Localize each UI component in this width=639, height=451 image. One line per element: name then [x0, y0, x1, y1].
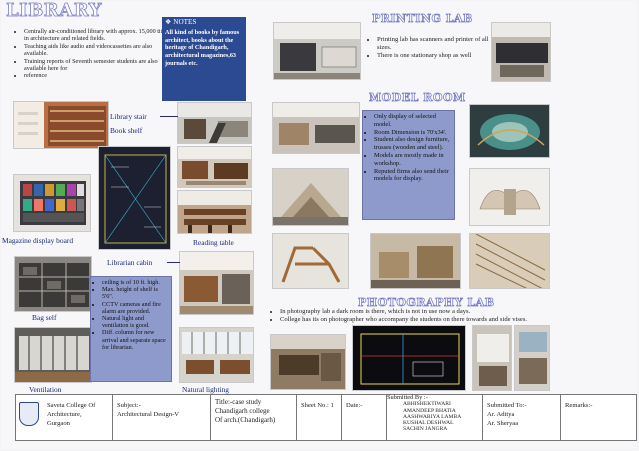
photo-natural-lighting: [179, 327, 254, 383]
notes-box: ❖ NOTES All kind of books by famous arch…: [162, 17, 246, 101]
label-library-stair: Library stair: [110, 112, 147, 121]
college-cell: Saveta College Of Architecture, Gurgaon: [16, 395, 113, 440]
photo-photography-lab-1: [270, 334, 346, 390]
label-ventilation: Ventilation: [29, 385, 62, 394]
printing-bullet: There is one stationary shop as well: [377, 52, 497, 60]
subject-line: Subject:-: [117, 402, 141, 409]
photo-photography-lab-2: [472, 325, 512, 391]
photography-lab-heading: PHOTOGRAPHY LAB: [358, 296, 495, 310]
submitted-to-line: Ar. Sheryaa: [487, 420, 519, 427]
title-block: Saveta College Of Architecture, Gurgaon …: [15, 394, 637, 441]
submitted-by-cell: Submitted By :- ABHISHEKTIWARI AMANDEEP …: [387, 394, 483, 440]
submitted-to-cell: Submitted To:- Ar. Aditya Ar. Sheryaa: [483, 395, 561, 440]
library-bullet: Teaching aids like audio and videocasset…: [24, 43, 172, 58]
photo-librarian-cabin: [179, 251, 254, 315]
photo-ventilation: [14, 327, 92, 383]
printing-lab-heading: PRINTING LAB: [372, 12, 473, 26]
photo-model-room-7: [469, 233, 550, 289]
photo-shelf-plan: [98, 146, 171, 250]
label-natural-lighting: Natural lighting: [182, 385, 230, 394]
submitted-to-line: Ar. Aditya: [487, 411, 515, 418]
librarian-cabin-notes: ceiling is of 10 ft. high. Max. height o…: [90, 276, 172, 382]
remarks-cell: Remarks:-: [561, 395, 636, 440]
library-heading: LIBRARY: [6, 0, 102, 21]
notes-title: NOTES: [173, 18, 197, 26]
arrow-library-stair: [160, 116, 178, 117]
student-name: ABHISHEKTIWARI: [403, 401, 451, 408]
model-bullet: Only display of selected model.: [374, 113, 451, 129]
student-name: AASHWARIYA LAMBA: [403, 413, 462, 420]
label-librarian-cabin: Librarian cabin: [107, 258, 153, 267]
model-room-notes: Only display of selected model. Room Dim…: [362, 110, 455, 220]
cabin-bullet: ceiling is of 10 ft. high.: [102, 279, 169, 286]
photo-model-room-5: [272, 233, 349, 289]
college-line: Architecture,: [47, 411, 82, 418]
submitted-by-label: Submitted By :-: [387, 394, 428, 401]
sheet-number: Sheet No.: 1: [301, 402, 334, 409]
label-book-shelf: Book shelf: [110, 126, 143, 135]
photo-model-room-3: [272, 168, 349, 226]
library-bullet: Centrally air-conditioned library with a…: [24, 28, 172, 43]
photo-model-room-4: [469, 168, 550, 226]
subject-cell: Subject:- Architectural Design-V: [113, 395, 211, 440]
title-line: Chandigarh college: [215, 407, 270, 415]
remarks-label: Remarks:-: [565, 402, 593, 409]
printing-bullet: Printing lab has scanners and printer of…: [377, 36, 497, 52]
photography-bullet: In photography lab a dark room is there,…: [280, 308, 639, 316]
library-bullet: reference: [24, 72, 172, 79]
title-line: Of arch.(Chandigarh): [215, 416, 276, 424]
model-bullet: Models are mostly made in workshop.: [374, 152, 451, 168]
label-bag-self: Bag self: [32, 313, 57, 322]
diamond-icon: ❖: [165, 18, 172, 26]
cabin-bullet: Max. height of shelf is 5'6".: [102, 286, 169, 300]
photography-lab-bullets: In photography lab a dark room is there,…: [270, 308, 639, 324]
college-logo-icon: [19, 402, 39, 426]
label-magazine-board: Magazine display board: [2, 236, 74, 245]
library-bullets: Centrally air-conditioned library with a…: [14, 28, 172, 80]
photo-magazine-board: [13, 174, 91, 232]
photo-bag-self: [14, 256, 92, 312]
subject-line: Architectural Design-V: [117, 411, 180, 418]
photo-model-room-1: [272, 102, 360, 154]
cabin-bullet: Diff. column for new arrival and separat…: [102, 329, 169, 351]
date-label: Date:-: [346, 402, 363, 409]
printing-lab-bullets: Printing lab has scanners and printer of…: [367, 36, 497, 60]
college-line: Gurgaon: [47, 420, 70, 427]
photo-printing-lab-1: [273, 22, 361, 80]
label-reading-table: Reading table: [193, 238, 234, 247]
photo-book-shelf: [13, 101, 109, 149]
photo-reading-table-2: [177, 190, 252, 234]
model-bullet: Reputed firms also send their models for…: [374, 168, 451, 184]
model-bullet: Room Dimension is 70'x34'.: [374, 129, 451, 137]
photo-printing-lab-2: [491, 22, 551, 82]
photo-library-stair: [177, 102, 252, 144]
model-bullet: Student also design furniture, trusses (…: [374, 136, 451, 152]
sheet-cell: Sheet No.: 1: [297, 395, 342, 440]
title-line: Title:-case study: [215, 398, 262, 406]
arrow-librarian-cabin: [167, 262, 180, 263]
model-room-heading: MODEL ROOM: [369, 91, 466, 105]
notes-body: All kind of books by famous architect, b…: [165, 28, 240, 67]
student-name: KUSHAL DESHWAL: [403, 420, 454, 427]
photography-bullet: College has its on photographer who acco…: [280, 316, 639, 324]
student-name: AMANDEEP BHATIA: [403, 407, 456, 414]
submitted-to-line: Submitted To:-: [487, 402, 527, 409]
college-line: Saveta College Of: [47, 402, 96, 409]
photo-model-room-6: [370, 233, 461, 289]
library-bullet: Training reports of Seventh semester stu…: [24, 58, 172, 73]
date-cell: Date:-: [342, 395, 387, 440]
student-name: SACHIN JANGRA: [403, 426, 448, 433]
cabin-bullet: Natural light and ventilation is good.: [102, 315, 169, 329]
photo-photography-lab-drawing: [352, 325, 466, 391]
cabin-bullet: CCTV cameras and fire alarm are provided…: [102, 301, 169, 315]
photo-reading-table: [177, 146, 252, 188]
photo-photography-lab-3: [514, 325, 550, 391]
title-cell: Title:-case study Chandigarh college Of …: [211, 395, 297, 440]
photo-model-room-2: [469, 104, 550, 158]
